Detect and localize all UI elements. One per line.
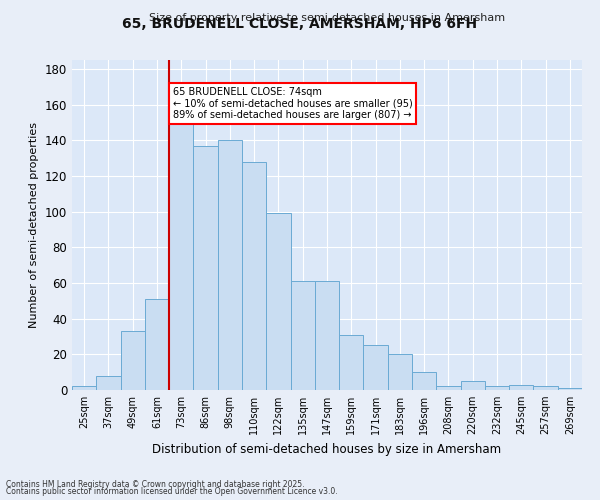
Bar xyxy=(461,381,485,390)
Bar xyxy=(436,386,461,390)
Bar xyxy=(388,354,412,390)
Bar xyxy=(558,388,582,390)
Title: Size of property relative to semi-detached houses in Amersham: Size of property relative to semi-detach… xyxy=(149,13,505,23)
Bar xyxy=(412,372,436,390)
Text: 65, BRUDENELL CLOSE, AMERSHAM, HP6 6FH: 65, BRUDENELL CLOSE, AMERSHAM, HP6 6FH xyxy=(122,18,478,32)
Bar xyxy=(242,162,266,390)
Bar xyxy=(121,331,145,390)
Bar xyxy=(364,346,388,390)
Bar xyxy=(339,334,364,390)
Bar xyxy=(193,146,218,390)
X-axis label: Distribution of semi-detached houses by size in Amersham: Distribution of semi-detached houses by … xyxy=(152,442,502,456)
Bar xyxy=(509,384,533,390)
Bar xyxy=(266,214,290,390)
Bar xyxy=(72,386,96,390)
Bar xyxy=(169,119,193,390)
Text: Contains public sector information licensed under the Open Government Licence v3: Contains public sector information licen… xyxy=(6,487,338,496)
Bar xyxy=(290,281,315,390)
Bar xyxy=(218,140,242,390)
Bar xyxy=(533,386,558,390)
Bar xyxy=(96,376,121,390)
Y-axis label: Number of semi-detached properties: Number of semi-detached properties xyxy=(29,122,39,328)
Bar xyxy=(145,299,169,390)
Bar xyxy=(315,281,339,390)
Text: 65 BRUDENELL CLOSE: 74sqm
← 10% of semi-detached houses are smaller (95)
89% of : 65 BRUDENELL CLOSE: 74sqm ← 10% of semi-… xyxy=(173,87,413,120)
Bar xyxy=(485,386,509,390)
Text: Contains HM Land Registry data © Crown copyright and database right 2025.: Contains HM Land Registry data © Crown c… xyxy=(6,480,305,489)
